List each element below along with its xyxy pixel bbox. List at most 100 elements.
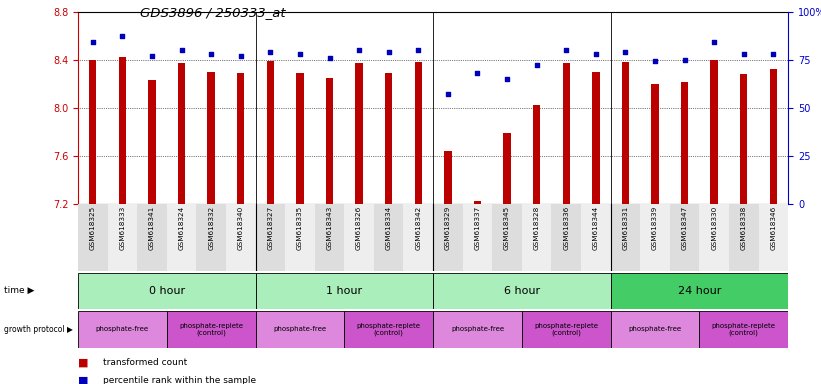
Bar [710, 60, 718, 204]
Point [323, 55, 336, 61]
Text: GSM618341: GSM618341 [149, 206, 155, 250]
Bar [640, 204, 670, 271]
Text: phosphate-free: phosphate-free [628, 326, 681, 332]
Bar [285, 204, 314, 271]
Text: GSM618337: GSM618337 [475, 206, 480, 250]
Bar [255, 311, 344, 348]
Point [411, 47, 424, 53]
Point [471, 70, 484, 76]
Point [619, 49, 632, 55]
Bar [611, 273, 788, 309]
Bar [255, 204, 285, 271]
Bar [503, 133, 511, 204]
Bar [474, 201, 481, 204]
Point [352, 47, 365, 53]
Text: GSM618325: GSM618325 [89, 206, 96, 250]
Text: GSM618335: GSM618335 [297, 206, 303, 250]
Text: GSM618340: GSM618340 [238, 206, 244, 250]
Bar [562, 63, 570, 204]
Text: percentile rank within the sample: percentile rank within the sample [103, 376, 256, 384]
Bar [137, 204, 167, 271]
Bar [78, 204, 108, 271]
Point [293, 51, 306, 57]
Bar [344, 204, 374, 271]
Bar [681, 82, 688, 204]
Point [767, 51, 780, 57]
Point [737, 51, 750, 57]
Bar [729, 204, 759, 271]
Bar [208, 71, 215, 204]
Point [145, 53, 158, 59]
Bar [415, 62, 422, 204]
Bar [444, 151, 452, 204]
Text: GSM618336: GSM618336 [563, 206, 569, 250]
Point [501, 76, 514, 82]
Point [382, 49, 395, 55]
Bar [226, 204, 255, 271]
Point [234, 53, 247, 59]
Bar [196, 204, 226, 271]
Bar [522, 204, 552, 271]
Bar [78, 273, 255, 309]
Bar [119, 57, 126, 204]
Bar [592, 71, 599, 204]
Bar [374, 204, 403, 271]
Point [649, 58, 662, 65]
Bar [699, 311, 788, 348]
Bar [522, 311, 611, 348]
Bar [267, 61, 274, 204]
Point [530, 62, 544, 68]
Point [589, 51, 603, 57]
Bar [740, 74, 747, 204]
Bar [552, 204, 581, 271]
Bar [237, 73, 245, 204]
Text: GSM618331: GSM618331 [622, 206, 628, 250]
Point [678, 56, 691, 63]
Bar [759, 204, 788, 271]
Bar [167, 204, 196, 271]
Text: GSM618342: GSM618342 [415, 206, 421, 250]
Text: GSM618328: GSM618328 [534, 206, 539, 250]
Text: GSM618343: GSM618343 [327, 206, 333, 250]
Point [560, 47, 573, 53]
Bar [670, 204, 699, 271]
Bar [149, 80, 156, 204]
Point [175, 47, 188, 53]
Bar [621, 62, 629, 204]
Text: GSM618329: GSM618329 [445, 206, 451, 250]
Text: phosphate-free: phosphate-free [96, 326, 149, 332]
Text: GSM618347: GSM618347 [681, 206, 688, 250]
Text: phosphate-replete
(control): phosphate-replete (control) [356, 323, 420, 336]
Text: phosphate-replete
(control): phosphate-replete (control) [534, 323, 599, 336]
Text: GSM618333: GSM618333 [119, 206, 126, 250]
Bar [651, 84, 658, 204]
Text: 0 hour: 0 hour [149, 286, 185, 296]
Text: phosphate-replete
(control): phosphate-replete (control) [712, 323, 776, 336]
Text: GSM618344: GSM618344 [593, 206, 599, 250]
Text: growth protocol ▶: growth protocol ▶ [4, 325, 73, 334]
Bar [581, 204, 611, 271]
Point [442, 91, 455, 97]
Text: GSM618345: GSM618345 [504, 206, 510, 250]
Text: time ▶: time ▶ [4, 286, 34, 295]
Text: GSM618330: GSM618330 [711, 206, 718, 250]
Bar [178, 63, 186, 204]
Point [116, 33, 129, 40]
Bar [385, 73, 392, 204]
Bar [769, 69, 777, 204]
Text: transformed count: transformed count [103, 358, 187, 367]
Text: GSM618339: GSM618339 [652, 206, 658, 250]
Text: phosphate-replete
(control): phosphate-replete (control) [179, 323, 243, 336]
Text: GSM618326: GSM618326 [356, 206, 362, 250]
Text: GDS3896 / 250333_at: GDS3896 / 250333_at [140, 6, 285, 19]
Bar [493, 204, 522, 271]
Bar [296, 73, 304, 204]
Text: phosphate-free: phosphate-free [451, 326, 504, 332]
Bar [433, 204, 463, 271]
Point [708, 39, 721, 45]
Text: GSM618346: GSM618346 [770, 206, 777, 250]
Bar [255, 273, 433, 309]
Point [86, 39, 99, 45]
Text: 6 hour: 6 hour [504, 286, 540, 296]
Text: GSM618324: GSM618324 [178, 206, 185, 250]
